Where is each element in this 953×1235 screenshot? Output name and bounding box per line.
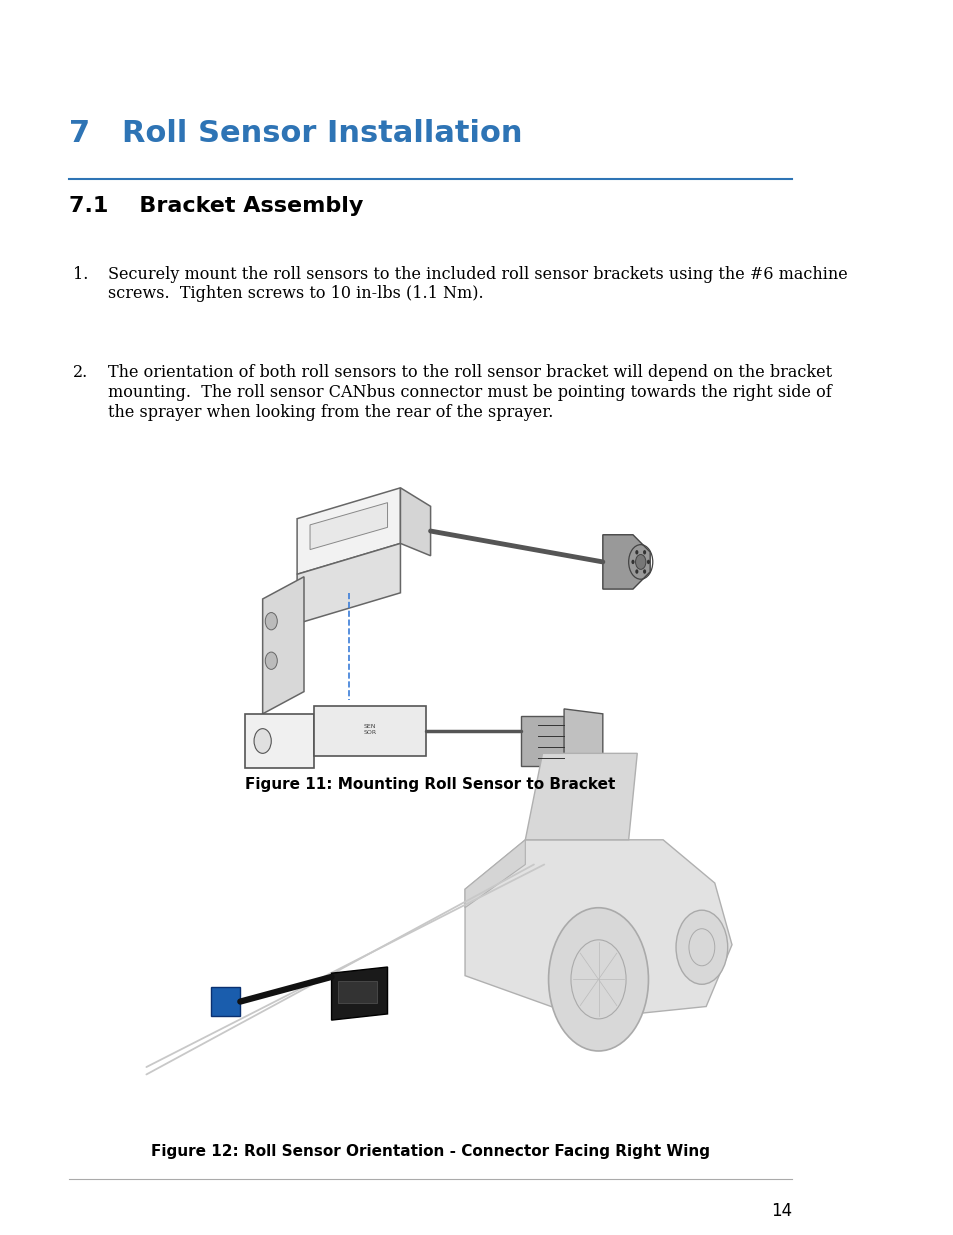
Polygon shape bbox=[314, 706, 426, 756]
Polygon shape bbox=[332, 967, 387, 1020]
Text: 2.: 2. bbox=[73, 364, 89, 382]
Circle shape bbox=[265, 652, 277, 669]
Polygon shape bbox=[296, 488, 400, 574]
Circle shape bbox=[253, 729, 271, 753]
Text: 7   Roll Sensor Installation: 7 Roll Sensor Installation bbox=[69, 120, 522, 148]
Circle shape bbox=[642, 550, 645, 555]
Polygon shape bbox=[400, 488, 430, 556]
Polygon shape bbox=[296, 543, 400, 624]
Circle shape bbox=[676, 910, 727, 984]
Polygon shape bbox=[520, 716, 563, 766]
Text: Securely mount the roll sensors to the included roll sensor brackets using the #: Securely mount the roll sensors to the i… bbox=[108, 266, 846, 303]
Polygon shape bbox=[602, 535, 650, 589]
Circle shape bbox=[646, 559, 649, 564]
Text: Figure 12: Roll Sensor Orientation - Connector Facing Right Wing: Figure 12: Roll Sensor Orientation - Con… bbox=[151, 1144, 709, 1158]
Circle shape bbox=[635, 550, 638, 555]
Polygon shape bbox=[245, 714, 314, 768]
Polygon shape bbox=[310, 503, 387, 550]
Polygon shape bbox=[262, 577, 304, 714]
Text: 1.: 1. bbox=[73, 266, 89, 283]
Polygon shape bbox=[563, 709, 602, 773]
Polygon shape bbox=[464, 840, 525, 908]
Bar bbox=[338, 981, 376, 1003]
Text: 7.1    Bracket Assembly: 7.1 Bracket Assembly bbox=[69, 196, 363, 216]
Polygon shape bbox=[464, 840, 731, 1019]
Circle shape bbox=[635, 555, 645, 569]
Circle shape bbox=[631, 559, 634, 564]
Text: The orientation of both roll sensors to the roll sensor bracket will depend on t: The orientation of both roll sensors to … bbox=[108, 364, 831, 421]
Circle shape bbox=[265, 613, 277, 630]
Text: Figure 11: Mounting Roll Sensor to Bracket: Figure 11: Mounting Roll Sensor to Brack… bbox=[245, 777, 615, 792]
Text: SEN
SOR: SEN SOR bbox=[363, 725, 376, 735]
Text: 14: 14 bbox=[770, 1202, 791, 1220]
Circle shape bbox=[642, 569, 645, 574]
Polygon shape bbox=[211, 987, 240, 1016]
Circle shape bbox=[548, 908, 648, 1051]
Polygon shape bbox=[525, 753, 637, 840]
Circle shape bbox=[635, 569, 638, 574]
